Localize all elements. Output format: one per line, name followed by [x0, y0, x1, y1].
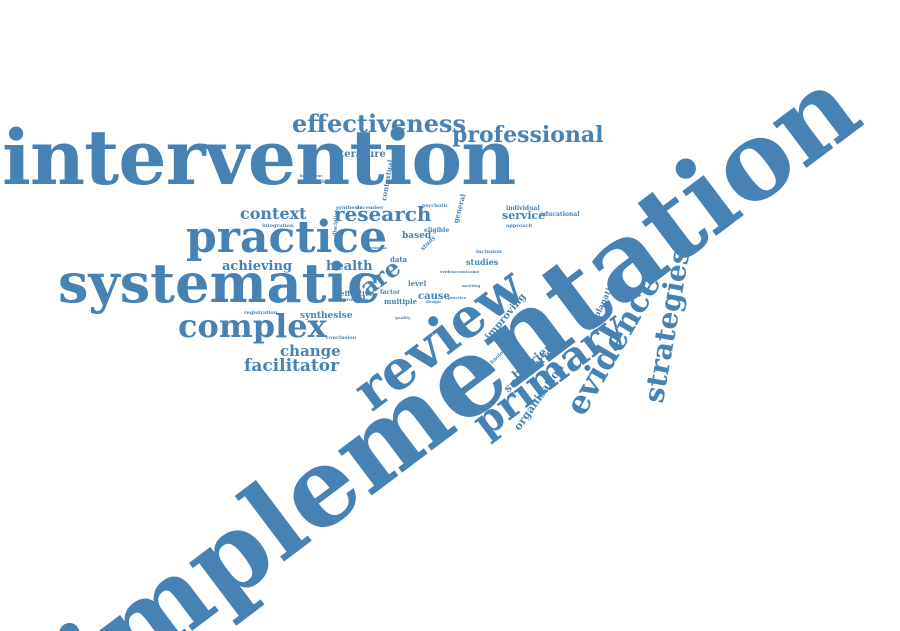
word: relationship [297, 179, 331, 185]
word: health [326, 259, 373, 274]
word: systematic [58, 251, 380, 315]
word: cause [418, 291, 450, 302]
word: effective [340, 289, 374, 298]
word: professional [452, 122, 604, 148]
word: synthesise [300, 311, 353, 321]
word: achieving [222, 259, 293, 274]
word: meeting [462, 283, 481, 288]
word: research [334, 202, 432, 226]
word: quality [395, 315, 411, 320]
word: design [426, 299, 441, 304]
word: educational [540, 211, 580, 218]
word: service [502, 209, 546, 222]
word: integration [262, 223, 294, 229]
word: december [356, 205, 384, 211]
word: criteria [370, 245, 387, 250]
word: studies [466, 257, 499, 267]
word: synthesis [336, 205, 363, 211]
word: practice [186, 212, 388, 263]
word: complex [178, 307, 327, 345]
word: intervention [2, 113, 516, 202]
word: prospero [343, 297, 368, 303]
word: context [240, 204, 307, 223]
word: factor [380, 289, 401, 296]
word: level [408, 279, 427, 288]
word: individual [506, 205, 540, 212]
word: multiple [384, 297, 418, 306]
word: inclusion [476, 249, 502, 255]
word: facilitator [244, 356, 340, 376]
word: outcome [460, 269, 480, 274]
word: data [390, 255, 408, 264]
word: based [402, 231, 432, 241]
word: psychotic [422, 203, 449, 209]
word: literature [332, 149, 386, 160]
word: eligible [424, 227, 450, 234]
word: effectiveness [292, 109, 467, 138]
word: approach [506, 223, 533, 229]
word: conclusion [326, 335, 357, 341]
word: registration [244, 310, 278, 316]
word: practice [448, 295, 467, 300]
word: behaviour [300, 173, 323, 178]
word: change [280, 342, 341, 360]
word: evidence [440, 269, 460, 274]
